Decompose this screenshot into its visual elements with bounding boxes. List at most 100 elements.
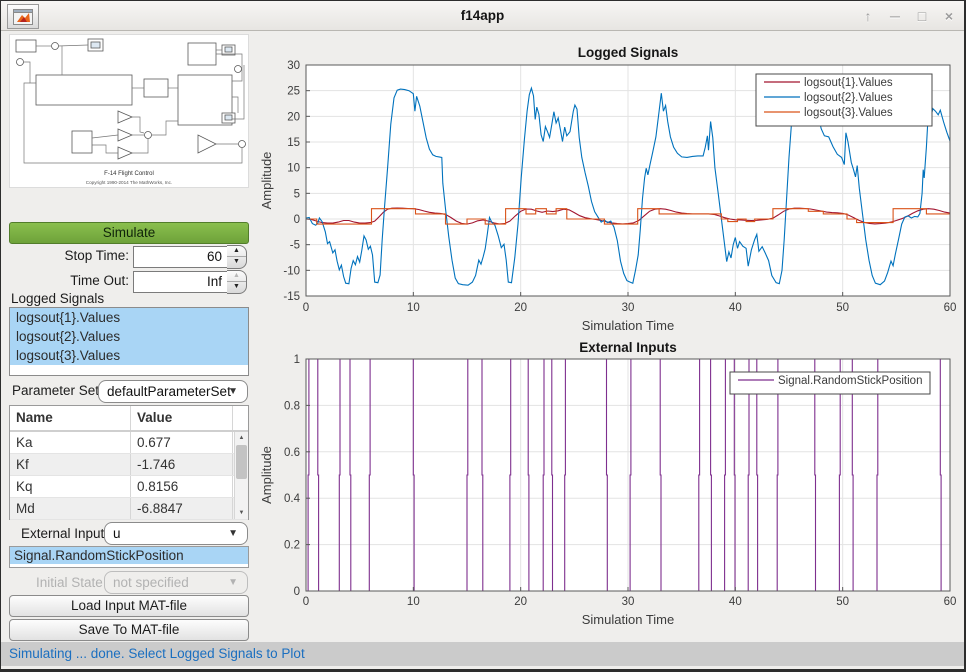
table-row[interactable]: Kq 0.8156 [10,476,248,498]
parameter-table[interactable]: Name Value Ka 0.677 Kf -1.746 Kq 0.8156 … [9,405,249,520]
chevron-down-icon: ▼ [228,386,238,397]
series-line-1 [305,85,951,286]
scrollbar-thumb[interactable] [236,445,247,479]
x-tick-label: 10 [407,596,420,608]
table-row[interactable]: Kf -1.746 [10,454,248,476]
load-input-button[interactable]: Load Input MAT-file [9,595,249,617]
spinner-down-icon[interactable]: ▼ [233,258,240,265]
cell-value[interactable]: -6.8847 [131,498,233,519]
spinner-up-icon[interactable]: ▲ [227,271,246,282]
external-input-value: u [113,526,121,541]
close-icon[interactable]: × [944,7,954,24]
external-input-dropdown[interactable]: u ▼ [104,522,248,545]
x-tick-label: 40 [729,302,742,314]
x-axis-label: Simulation Time [582,318,674,333]
legend-box[interactable] [755,73,933,127]
y-tick-label: 5 [294,188,300,200]
spinner-down-icon[interactable]: ▼ [233,283,240,290]
y-tick-label: -10 [283,265,300,277]
column-header-value: Value [131,406,233,430]
cell-name: Ka [10,432,131,453]
minimize-icon[interactable]: ─ [890,7,900,24]
matlab-logo-icon [13,8,33,25]
time-out-label: Time Out: [70,273,129,288]
stop-time-spinner[interactable]: ▲ ▼ [227,245,247,269]
y-tick-label: 10 [287,163,300,175]
x-tick-label: 0 [303,596,309,608]
f14-model-diagram: F-14 Flight Control Copyright 1990-2014 … [15,38,246,185]
series-line-2 [306,208,950,225]
chevron-down-icon: ▼ [228,577,238,588]
window-title: f14app [460,8,505,23]
parameter-set-value: defaultParameterSet [107,384,231,399]
status-bar: Simulating ... done. Select Logged Signa… [1,642,964,666]
time-out-spinner[interactable]: ▲ ▼ [227,270,247,294]
initial-state-dropdown: not specified ▼ [104,571,248,594]
x-tick-label: 20 [514,596,527,608]
y-tick-label: 0 [294,214,300,226]
cell-value[interactable]: 0.8156 [131,476,233,497]
parameter-set-dropdown[interactable]: defaultParameterSet ▼ [98,380,248,403]
maximize-icon[interactable]: □ [917,7,927,24]
y-tick-label: 30 [287,60,300,72]
scroll-up-icon[interactable]: ▲ [238,435,245,441]
logged-signals-listbox[interactable]: logsout{1}.Values logsout{2}.Values logs… [9,307,249,376]
model-caption: F-14 Flight Control [104,171,154,177]
table-scrollbar[interactable]: ▲ ▼ [234,432,248,519]
simulate-button[interactable]: Simulate [9,222,249,244]
initial-state-value: not specified [113,575,189,590]
x-tick-label: 10 [407,302,420,314]
y-tick-label: 1 [294,354,300,366]
y-axis-label: Amplitude [259,152,274,210]
legend-label: Signal.RandomStickPosition [778,375,922,387]
scroll-down-icon[interactable]: ▼ [238,510,245,516]
y-tick-label: 0 [294,586,300,598]
external-signal-listbox[interactable]: Signal.RandomStickPosition [9,546,249,568]
chart-title: External Inputs [579,340,677,355]
chart-title: Logged Signals [578,45,679,60]
x-tick-label: 60 [944,596,957,608]
cell-value[interactable]: -1.746 [131,454,233,475]
list-item[interactable]: logsout{1}.Values [10,308,248,327]
cell-value[interactable]: 0.677 [131,432,233,453]
y-tick-label: -5 [290,240,300,252]
matlab-app-icon [7,4,39,29]
table-row[interactable]: Md -6.8847 [10,498,248,520]
status-text: Simulating ... done. Select Logged Signa… [9,646,305,661]
shade-icon[interactable]: ↑ [864,7,872,24]
stop-time-input[interactable]: 60 [133,246,228,268]
save-to-button[interactable]: Save To MAT-file [9,619,249,641]
y-tick-label: 15 [287,137,300,149]
legend-box[interactable] [729,371,931,395]
table-row[interactable]: Ka 0.677 [10,432,248,454]
window-controls: ↑ ─ □ × [859,1,958,30]
x-tick-label: 30 [622,302,635,314]
x-tick-label: 40 [729,596,742,608]
x-tick-label: 30 [622,596,635,608]
chevron-down-icon: ▼ [228,528,238,539]
spinner-up-icon[interactable]: ▲ [227,246,246,257]
x-axis-label: Simulation Time [582,612,674,627]
logged-signals-label: Logged Signals [11,291,105,306]
parameter-set-label: Parameter Set: [12,383,103,398]
list-item[interactable]: logsout{2}.Values [10,327,248,346]
time-out-input[interactable]: Inf [133,271,228,293]
simulink-model-thumbnail: F-14 Flight Control Copyright 1990-2014 … [9,34,249,188]
legend-label: logsout{1}.Values [804,77,893,89]
y-tick-label: 20 [287,111,300,123]
y-tick-label: 0.2 [284,540,300,552]
y-axis-label: Amplitude [259,446,274,504]
logged-signals-chart: 0 10 20 30 40 50 60 -15 -10 -5 0 5 10 15 20 25 30 Logged … [259,45,956,333]
model-copyright: Copyright 1990-2014 The MathWorks, Inc. [86,180,172,185]
cell-name: Md [10,498,131,519]
column-header-name: Name [10,406,131,430]
y-tick-label: 25 [287,86,300,98]
external-input-label: External Input [21,526,105,541]
list-item[interactable]: logsout{3}.Values [10,346,248,365]
y-tick-label: 0.6 [284,447,300,459]
titlebar[interactable]: f14app ↑ ─ □ × [1,1,964,31]
y-tick-label: -15 [283,291,300,303]
table-header: Name Value [10,406,248,432]
list-item[interactable]: Signal.RandomStickPosition [10,547,248,564]
